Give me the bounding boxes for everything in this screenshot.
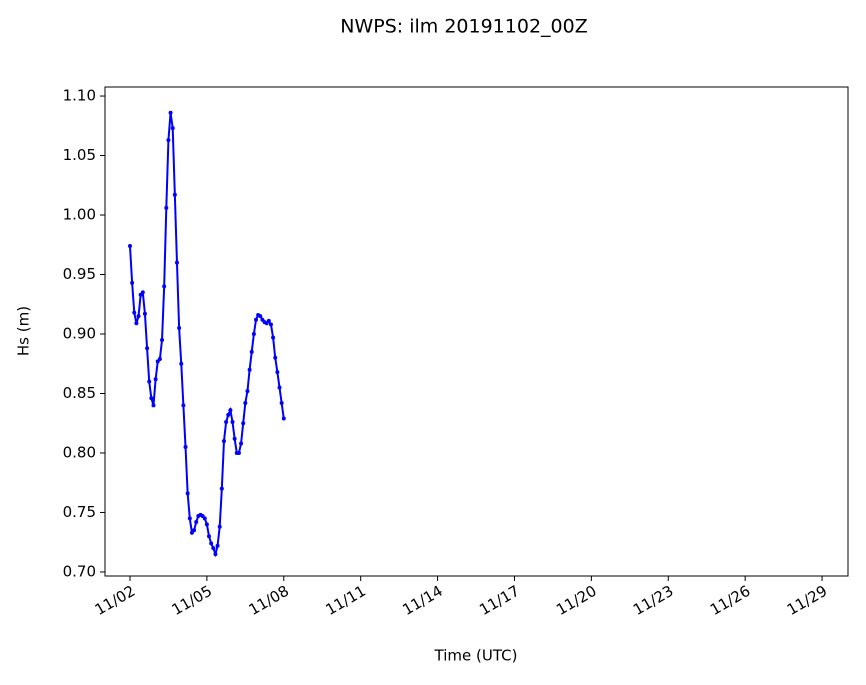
y-axis-label: Hs (m): [15, 306, 33, 356]
y-tick-label: 0.85: [63, 384, 96, 402]
point: [241, 421, 246, 426]
point: [170, 126, 175, 131]
x-tick-label: 11/17: [476, 582, 522, 619]
x-tick-label: 11/11: [322, 582, 368, 619]
point: [127, 243, 132, 248]
x-tick-label: 11/14: [399, 582, 445, 619]
point: [236, 450, 241, 455]
y-tick-label: 0.95: [63, 265, 96, 283]
point: [204, 522, 209, 527]
point: [177, 326, 182, 331]
point: [226, 412, 231, 417]
y-tick-label: 1.10: [63, 87, 96, 105]
point: [166, 138, 171, 143]
point: [230, 420, 235, 425]
point: [232, 436, 237, 441]
y-tick-label: 1.05: [63, 146, 96, 164]
point: [251, 331, 256, 336]
point: [132, 310, 137, 315]
point: [254, 317, 259, 322]
point: [268, 322, 273, 327]
point: [187, 516, 192, 521]
point: [247, 367, 252, 372]
point: [266, 318, 271, 323]
y-tick-label: 1.00: [63, 206, 96, 224]
point: [153, 377, 158, 382]
point: [147, 379, 152, 384]
point: [215, 543, 220, 548]
point: [160, 337, 165, 342]
point: [162, 284, 167, 289]
point: [192, 528, 197, 533]
point: [224, 420, 229, 425]
point: [134, 321, 139, 326]
point: [185, 491, 190, 496]
y-tick-label: 0.70: [63, 562, 96, 580]
point: [228, 408, 233, 413]
point: [172, 192, 177, 197]
x-axis-label: Time (UTC): [434, 647, 518, 665]
x-tick-label: 11/26: [707, 582, 753, 619]
x-tick-label: 11/29: [784, 582, 830, 619]
point: [243, 401, 248, 406]
y-tick-label: 0.90: [63, 324, 96, 342]
point: [194, 519, 199, 524]
point: [279, 401, 284, 406]
x-tick-label: 11/08: [246, 582, 292, 619]
point: [151, 403, 156, 408]
point: [239, 441, 244, 446]
point: [136, 314, 141, 319]
point: [281, 416, 286, 421]
point: [277, 385, 282, 390]
point: [273, 355, 278, 360]
point: [157, 356, 162, 361]
point: [140, 290, 145, 295]
point: [221, 439, 226, 444]
point: [245, 389, 250, 394]
point: [149, 396, 154, 401]
point: [168, 110, 173, 115]
point: [181, 403, 186, 408]
point: [183, 445, 188, 450]
point: [258, 314, 263, 319]
point: [130, 280, 135, 285]
point: [219, 486, 224, 491]
y-tick-label: 0.75: [63, 503, 96, 521]
plot-frame: [104, 86, 849, 577]
point: [211, 546, 216, 551]
point: [275, 370, 280, 375]
point: [179, 361, 184, 366]
point: [249, 349, 254, 354]
point: [145, 346, 150, 351]
point: [217, 524, 222, 529]
y-tick-label: 0.80: [63, 443, 96, 461]
point: [142, 311, 147, 316]
x-tick-label: 11/23: [630, 582, 676, 619]
chart-title: NWPS: ilm 20191102_00Z: [340, 16, 587, 38]
series-line: [128, 112, 285, 558]
point: [213, 552, 218, 557]
point: [209, 541, 214, 546]
point: [207, 534, 212, 539]
point: [164, 205, 169, 210]
x-tick-label: 11/20: [553, 582, 599, 619]
point: [174, 260, 179, 265]
point: [202, 516, 207, 521]
point: [271, 335, 276, 340]
x-tick-label: 11/05: [169, 582, 215, 619]
x-tick-label: 11/02: [92, 582, 138, 619]
